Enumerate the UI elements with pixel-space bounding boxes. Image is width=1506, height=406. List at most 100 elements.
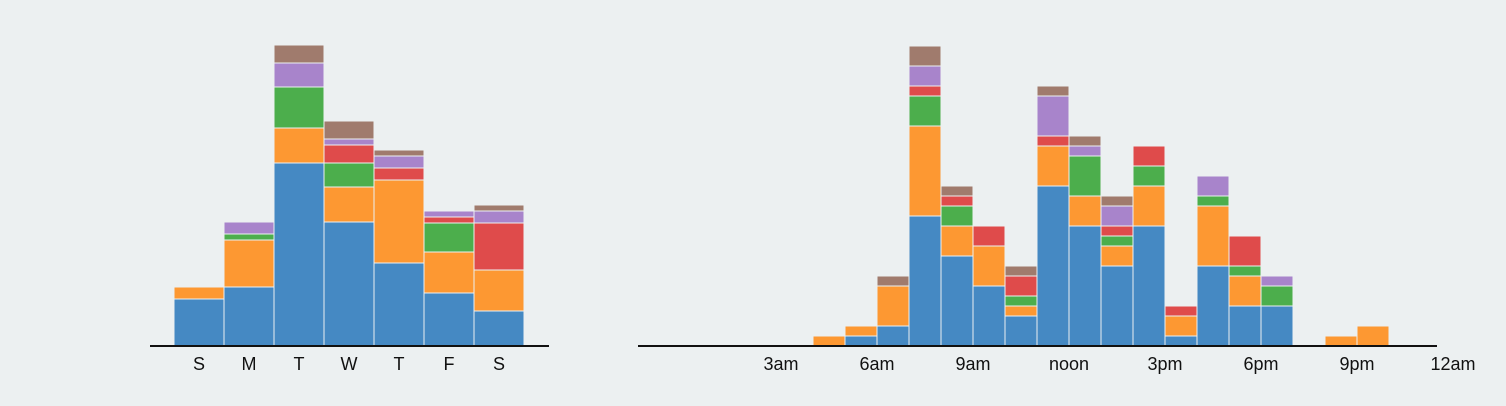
hour-bar-11-series-5 (1036, 85, 1070, 97)
hour-bar-15-series-3 (1164, 305, 1198, 317)
hour-bar-7-series-3 (908, 85, 942, 97)
hour-bar-7-series-1 (908, 125, 942, 217)
weekday-bar-6-series-0 (473, 310, 525, 347)
weekday-tick-label: W (341, 354, 358, 374)
hourly-tick-labels: 3am 6am 9am noon 3pm 6pm 9pm 12am (763, 354, 1475, 374)
weekday-bar-5-series-0 (423, 292, 475, 347)
hour-bar-16-series-2 (1196, 195, 1230, 207)
weekday-bars (173, 44, 525, 347)
hour-bar-12-series-1 (1068, 195, 1102, 227)
hour-bar-13-series-3 (1100, 225, 1134, 237)
hour-bar-14-series-3 (1132, 145, 1166, 167)
hour-bar-11-series-3 (1036, 135, 1070, 147)
hour-bar-10-series-2 (1004, 295, 1038, 307)
hour-bar-10-series-1 (1004, 305, 1038, 317)
hour-bar-16-series-1 (1196, 205, 1230, 267)
hour-bar-13-series-0 (1100, 265, 1134, 347)
hour-bar-18-series-2 (1260, 285, 1294, 307)
hour-bar-15-series-0 (1164, 335, 1198, 347)
hour-bar-4-series-1 (812, 335, 846, 347)
weekday-bar-1-series-4 (223, 221, 275, 235)
hour-bar-8-series-1 (940, 225, 974, 257)
hour-bar-12-series-5 (1068, 135, 1102, 147)
hour-tick-label: noon (1049, 354, 1089, 374)
hour-bar-18-series-4 (1260, 275, 1294, 287)
hour-bar-16-series-0 (1196, 265, 1230, 347)
hour-bar-6-series-0 (876, 325, 910, 347)
hour-bar-21-series-1 (1356, 325, 1390, 347)
hourly-bars (812, 45, 1390, 347)
hour-bar-17-series-1 (1228, 275, 1262, 307)
weekday-bar-2-series-4 (273, 62, 325, 88)
hour-bar-9-series-1 (972, 245, 1006, 287)
hour-tick-label: 6am (859, 354, 894, 374)
weekday-bar-2-series-0 (273, 162, 325, 347)
hour-bar-8-series-2 (940, 205, 974, 227)
weekday-bar-0-series-1 (173, 286, 225, 300)
weekday-bar-1-series-0 (223, 286, 275, 347)
weekday-tick-label: F (444, 354, 455, 374)
hour-tick-label: 3pm (1147, 354, 1182, 374)
hour-bar-13-series-5 (1100, 195, 1134, 207)
hour-bar-15-series-1 (1164, 315, 1198, 337)
hour-bar-14-series-2 (1132, 165, 1166, 187)
weekday-bar-3-series-5 (323, 120, 375, 140)
hour-bar-9-series-0 (972, 285, 1006, 347)
hour-tick-label: 9am (955, 354, 990, 374)
hour-bar-11-series-0 (1036, 185, 1070, 347)
weekday-bar-5-series-2 (423, 222, 475, 253)
hour-bar-13-series-2 (1100, 235, 1134, 247)
weekday-bar-3-series-0 (323, 221, 375, 347)
hour-bar-7-series-4 (908, 65, 942, 87)
weekday-bar-0-series-0 (173, 298, 225, 347)
weekday-bar-5-series-1 (423, 251, 475, 294)
hour-bar-12-series-4 (1068, 145, 1102, 157)
weekday-bar-5-series-3 (423, 216, 475, 224)
hour-bar-16-series-4 (1196, 175, 1230, 197)
weekday-bar-6-series-5 (473, 204, 525, 212)
hour-bar-14-series-1 (1132, 185, 1166, 227)
weekday-bar-3-series-2 (323, 162, 375, 188)
weekday-tick-label: T (394, 354, 405, 374)
weekday-bar-1-series-2 (223, 233, 275, 241)
hour-bar-6-series-5 (876, 275, 910, 287)
hour-bar-7-series-0 (908, 215, 942, 347)
weekday-tick-label: M (242, 354, 257, 374)
hour-bar-18-series-0 (1260, 305, 1294, 347)
hour-bar-11-series-1 (1036, 145, 1070, 187)
hourly-stacked-bar-chart: 3am 6am 9am noon 3pm 6pm 9pm 12am (638, 45, 1476, 374)
hour-bar-5-series-1 (844, 325, 878, 337)
weekday-bar-4-series-0 (373, 262, 425, 347)
weekday-bar-6-series-3 (473, 222, 525, 271)
hour-bar-17-series-0 (1228, 305, 1262, 347)
hour-tick-label: 6pm (1243, 354, 1278, 374)
hour-bar-14-series-0 (1132, 225, 1166, 347)
hour-bar-8-series-3 (940, 195, 974, 207)
weekday-bar-4-series-4 (373, 155, 425, 169)
hour-bar-17-series-3 (1228, 235, 1262, 267)
hour-bar-10-series-3 (1004, 275, 1038, 297)
weekday-tick-label: S (193, 354, 205, 374)
hour-bar-13-series-4 (1100, 205, 1134, 227)
hour-bar-10-series-5 (1004, 265, 1038, 277)
weekday-bar-2-series-1 (273, 127, 325, 164)
hour-bar-5-series-0 (844, 335, 878, 347)
hour-bar-12-series-0 (1068, 225, 1102, 347)
hour-bar-10-series-0 (1004, 315, 1038, 347)
weekday-bar-3-series-1 (323, 186, 375, 223)
weekday-tick-label: T (294, 354, 305, 374)
weekday-bar-4-series-5 (373, 149, 425, 157)
hour-bar-8-series-5 (940, 185, 974, 197)
weekday-bar-3-series-3 (323, 144, 375, 164)
hour-bar-7-series-2 (908, 95, 942, 127)
hour-bar-13-series-1 (1100, 245, 1134, 267)
hour-bar-20-series-1 (1324, 335, 1358, 347)
weekday-bar-6-series-4 (473, 210, 525, 224)
hour-bar-7-series-5 (908, 45, 942, 67)
hour-bar-11-series-4 (1036, 95, 1070, 137)
weekday-bar-5-series-4 (423, 210, 475, 218)
weekday-bar-6-series-1 (473, 269, 525, 312)
